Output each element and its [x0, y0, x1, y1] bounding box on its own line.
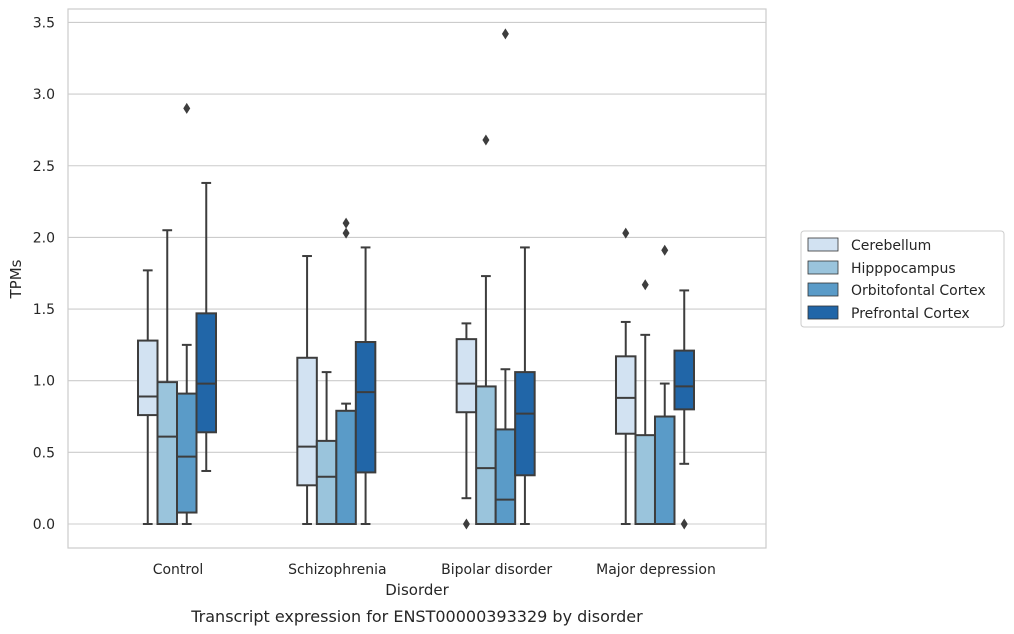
legend-item-orbitofontal-cortex: Orbitofontal Cortex	[807, 282, 986, 299]
legend-swatch-hipppocampus	[807, 260, 839, 275]
box-body-hipppocampus-control	[156, 381, 178, 525]
box-body-cerebellum-schizophrenia	[296, 356, 318, 487]
outlier-orbitofontal-cortex-schizophrenia-1	[342, 217, 350, 229]
box-body-orbitofontal-cortex-major-depression	[653, 415, 676, 525]
x-axis-title: Disorder	[385, 581, 449, 599]
y-tick-label-0-0: 0.0	[33, 517, 55, 533]
box-plot-marks	[137, 28, 695, 530]
outlier-hipppocampus-major-depression-0	[641, 279, 649, 291]
legend-item-hipppocampus: Hipppocampus	[807, 260, 956, 277]
box-body-prefrontal-cortex-schizophrenia	[354, 341, 377, 474]
box-orbitofontal-cortex-bipolar-disorder	[494, 28, 517, 525]
y-tick-label-1-5: 1.5	[33, 302, 55, 318]
outlier-cerebellum-major-depression-0	[622, 227, 630, 239]
legend-item-cerebellum: Cerebellum	[807, 237, 931, 254]
outlier-prefrontal-cortex-major-depression-0	[680, 518, 688, 530]
outlier-orbitofontal-cortex-bipolar-disorder-0	[501, 28, 509, 40]
box-body-orbitofontal-cortex-bipolar-disorder	[494, 428, 517, 525]
legend-swatch-orbitofontal-cortex	[807, 282, 839, 297]
outlier-cerebellum-bipolar-disorder-0	[462, 518, 470, 530]
box-prefrontal-cortex-schizophrenia	[354, 246, 377, 525]
box-body-cerebellum-bipolar-disorder	[455, 338, 478, 414]
legend: Cerebellum Hipppocampus Orbitofontal Cor…	[800, 230, 1005, 328]
outlier-hipppocampus-bipolar-disorder-0	[482, 134, 490, 146]
y-tick-label-2-5: 2.5	[33, 159, 55, 175]
box-cerebellum-major-depression	[614, 227, 637, 525]
chart-caption: Transcript expression for ENST0000039332…	[190, 607, 643, 626]
y-axis-title: TPMs	[7, 259, 25, 299]
x-tick-label-control: Control	[153, 562, 204, 578]
box-cerebellum-bipolar-disorder	[455, 322, 478, 530]
plot-frame	[67, 8, 767, 549]
box-body-cerebellum-major-depression	[614, 355, 637, 435]
box-prefrontal-cortex-major-depression	[673, 289, 695, 530]
box-body-hipppocampus-schizophrenia	[315, 439, 338, 525]
outlier-orbitofontal-cortex-schizophrenia-0	[342, 227, 350, 239]
box-orbitofontal-cortex-schizophrenia	[335, 217, 357, 525]
box-cerebellum-control	[137, 269, 159, 525]
x-tick-label-schizophrenia: Schizophrenia	[288, 562, 386, 578]
y-tick-label-1-0: 1.0	[33, 374, 55, 390]
y-tick-labels: 0.0 0.5 1.0 1.5 2.0 2.5 3.0 3.5	[33, 15, 55, 533]
box-body-prefrontal-cortex-bipolar-disorder	[514, 371, 536, 477]
legend-frame	[800, 230, 1005, 328]
legend-label-prefrontal-cortex: Prefrontal Cortex	[851, 306, 970, 322]
box-body-hipppocampus-major-depression	[634, 434, 656, 525]
box-prefrontal-cortex-bipolar-disorder	[514, 246, 536, 525]
x-tick-label-major-depression: Major depression	[596, 562, 716, 578]
box-body-hipppocampus-bipolar-disorder	[475, 385, 497, 525]
legend-swatch-prefrontal-cortex	[807, 305, 839, 320]
y-tick-label-3-0: 3.0	[33, 87, 55, 103]
legend-item-prefrontal-cortex: Prefrontal Cortex	[807, 305, 970, 322]
outlier-orbitofontal-cortex-major-depression-0	[661, 244, 669, 256]
box-prefrontal-cortex-control	[195, 181, 217, 472]
box-body-orbitofontal-cortex-control	[176, 392, 198, 514]
box-body-cerebellum-control	[137, 339, 159, 417]
box-body-prefrontal-cortex-major-depression	[673, 349, 695, 411]
box-cerebellum-schizophrenia	[296, 255, 318, 525]
x-tick-label-bipolar-disorder: Bipolar disorder	[441, 562, 552, 578]
box-hipppocampus-major-depression	[634, 279, 656, 525]
legend-label-hipppocampus: Hipppocampus	[851, 261, 956, 277]
box-orbitofontal-cortex-control	[176, 102, 198, 525]
box-orbitofontal-cortex-major-depression	[653, 244, 676, 525]
outlier-orbitofontal-cortex-control-0	[183, 102, 191, 114]
box-body-orbitofontal-cortex-schizophrenia	[335, 409, 357, 525]
box-body-prefrontal-cortex-control	[195, 312, 217, 434]
legend-label-orbitofontal-cortex: Orbitofontal Cortex	[851, 283, 986, 299]
y-tick-label-0-5: 0.5	[33, 445, 55, 461]
box-hipppocampus-bipolar-disorder	[475, 134, 497, 525]
box-hipppocampus-control	[156, 229, 178, 525]
legend-label-cerebellum: Cerebellum	[851, 238, 931, 254]
box-hipppocampus-schizophrenia	[315, 371, 338, 525]
x-tick-labels: Control Schizophrenia Bipolar disorder Majo…	[153, 562, 716, 578]
y-tick-label-3-5: 3.5	[33, 15, 55, 31]
legend-swatch-cerebellum	[807, 237, 839, 252]
y-tick-label-2-0: 2.0	[33, 230, 55, 246]
